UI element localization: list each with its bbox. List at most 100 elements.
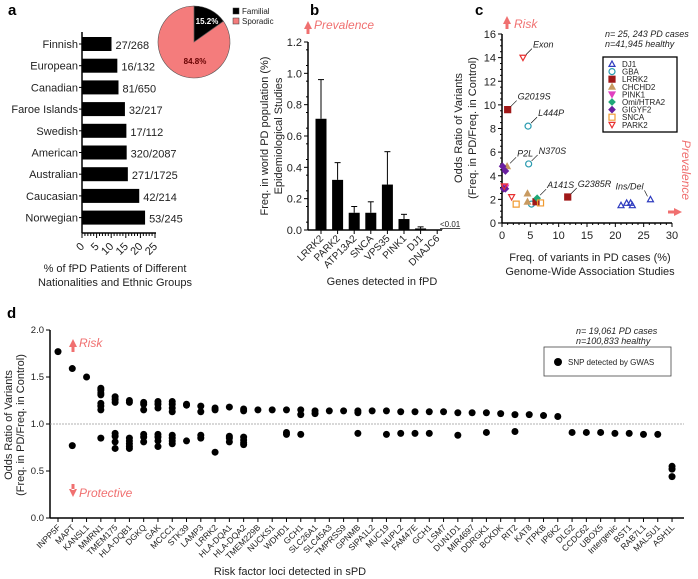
tick-label: 4 [490,171,496,183]
sample-size-note: n= 19,061 PD cases [576,326,658,336]
prevalence-label: Prevalence [314,18,374,32]
tick-label: 0.5 [31,466,44,477]
snp-point [511,428,519,436]
data-label: 27/268 [115,40,149,52]
legend-marker [607,59,617,67]
tick-label: 0.8 [287,100,302,112]
snp-point [140,400,148,408]
protective-label: Protective [79,486,133,500]
tick-label: 16 [484,29,496,41]
snp-point [183,401,191,409]
snp-point [140,406,148,414]
snp-point [654,430,662,438]
snp-point [368,407,376,415]
snp-point [168,408,176,416]
legend-marker [554,358,562,366]
snp-point [225,438,233,446]
snp-point [497,410,505,418]
variant-annotation: G2385R [578,179,612,189]
snp-point [154,443,162,451]
variant-annotation: G2019S [518,92,551,102]
snp-point [154,404,162,412]
legend-label: DJ1 [622,60,637,69]
legend-marker [608,105,616,114]
data-label: 17/112 [130,127,163,139]
snp-point [83,373,91,381]
chart-d: 0.00.51.01.52.0INPP5FMAPTKANSL1MMRN1TMEM… [3,325,684,578]
legend-swatch [232,7,240,15]
bar [332,179,344,230]
snp-point [425,408,433,416]
data-point [523,197,532,205]
variant-annotation: Exon [533,40,554,50]
data-point [518,54,527,62]
legend-marker [608,113,616,121]
category-label: European [30,61,78,73]
chart-c: 0 2 4 6 8 10 12 14 16 0 5 10 15 20 25 30 Odds Ratio of V… [453,16,693,278]
tick-label: 6 [490,147,496,159]
snp-point [297,430,305,438]
legend-label: Sporadic [242,17,274,26]
bar [82,37,112,51]
variant-annotation: P2L [517,148,533,158]
snp-point [168,440,176,448]
bar [82,58,118,73]
panel-label-c: c [475,2,483,19]
snp-point [197,408,205,416]
tick-label: 30 [666,230,678,242]
sample-size-note: n= 25, 243 PD cases [605,29,689,39]
tick-label: 2 [490,194,496,206]
category-label: Finnish [43,39,78,51]
legend-label: SNP detected by GWAS [568,358,654,367]
snp-point [511,411,519,419]
legend-label: LRRK2 [622,75,648,84]
legend-marker [607,91,617,99]
data-point [512,200,520,208]
legend-swatch [232,17,240,25]
data-point [646,195,655,203]
snp-point [68,365,76,373]
tick-label: 0.6 [287,131,302,143]
bar [315,118,327,230]
snp-point [125,444,133,452]
tick-label: 1.5 [31,372,44,383]
snp-point [54,348,62,356]
snp-point [240,407,248,415]
category-label: American [32,148,78,160]
bar [82,123,127,138]
legend-label: GBA [622,68,640,77]
snp-point [111,432,119,440]
snp-point [468,409,476,417]
y-axis-label: Odds Ratio of Variants [453,73,465,183]
snp-point [411,429,419,437]
data-point [501,167,510,175]
data-point [500,183,509,191]
pie-label: 84.8% [184,57,207,66]
legend-box [543,346,672,377]
snp-point [582,428,590,436]
data-label: 32/217 [129,105,163,117]
snp-point [454,409,462,417]
data-point [523,189,532,197]
snp-point [183,437,191,445]
tick-label: 8 [490,124,496,136]
variant-annotation: A141S [546,180,574,190]
tick-label: 0.2 [287,194,302,206]
annotation-leader [531,154,538,162]
panel-label-a: a [8,2,17,19]
data-point [498,162,507,171]
snp-point [240,441,248,449]
tick-label: 0 [490,218,496,230]
arrow-up-icon [503,16,511,29]
y-axis-label: (Freq. in PD/Freq. in Control) [15,354,27,496]
snp-point [382,430,390,438]
snp-point [411,408,419,416]
sample-size-note: n=41,945 healthy [605,39,675,49]
snp-point [668,465,676,473]
tick-label: 0 [74,241,87,254]
snp-point [211,448,219,456]
tick-label: 2.0 [31,325,44,336]
tick-label: 0 [499,230,505,242]
snp-point [340,407,348,415]
snp-point [425,429,433,437]
